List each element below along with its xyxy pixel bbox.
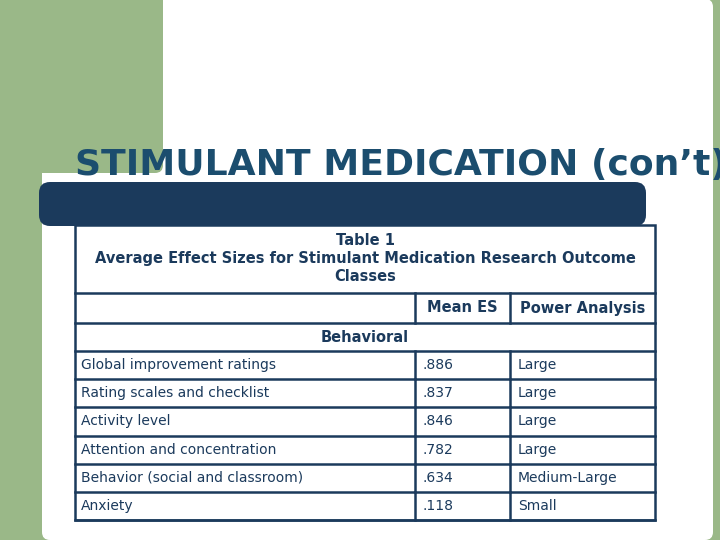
- FancyBboxPatch shape: [0, 0, 163, 173]
- Text: Large: Large: [518, 443, 557, 457]
- Text: Rating scales and checklist: Rating scales and checklist: [81, 386, 269, 400]
- Text: Average Effect Sizes for Stimulant Medication Research Outcome: Average Effect Sizes for Stimulant Medic…: [94, 251, 636, 266]
- Text: .634: .634: [423, 471, 454, 485]
- Text: Mean ES: Mean ES: [427, 300, 498, 315]
- Text: Small: Small: [518, 499, 557, 513]
- Text: Behavior (social and classroom): Behavior (social and classroom): [81, 471, 303, 485]
- Text: Large: Large: [518, 358, 557, 372]
- Text: Attention and concentration: Attention and concentration: [81, 443, 276, 457]
- FancyBboxPatch shape: [39, 182, 646, 226]
- Text: Large: Large: [518, 386, 557, 400]
- Text: .782: .782: [423, 443, 454, 457]
- Text: .118: .118: [423, 499, 454, 513]
- Text: .846: .846: [423, 414, 454, 428]
- Text: Activity level: Activity level: [81, 414, 171, 428]
- Text: .886: .886: [423, 358, 454, 372]
- Text: Medium-Large: Medium-Large: [518, 471, 618, 485]
- Text: Behavioral: Behavioral: [321, 329, 409, 345]
- Text: Large: Large: [518, 414, 557, 428]
- Text: STIMULANT MEDICATION (con’t): STIMULANT MEDICATION (con’t): [75, 148, 720, 182]
- Bar: [75, 225, 655, 520]
- FancyBboxPatch shape: [42, 0, 713, 540]
- Text: Anxiety: Anxiety: [81, 499, 134, 513]
- Text: .837: .837: [423, 386, 454, 400]
- Text: Global improvement ratings: Global improvement ratings: [81, 358, 276, 372]
- Text: Classes: Classes: [334, 269, 396, 284]
- Text: Power Analysis: Power Analysis: [520, 300, 645, 315]
- Text: Table 1: Table 1: [336, 233, 395, 248]
